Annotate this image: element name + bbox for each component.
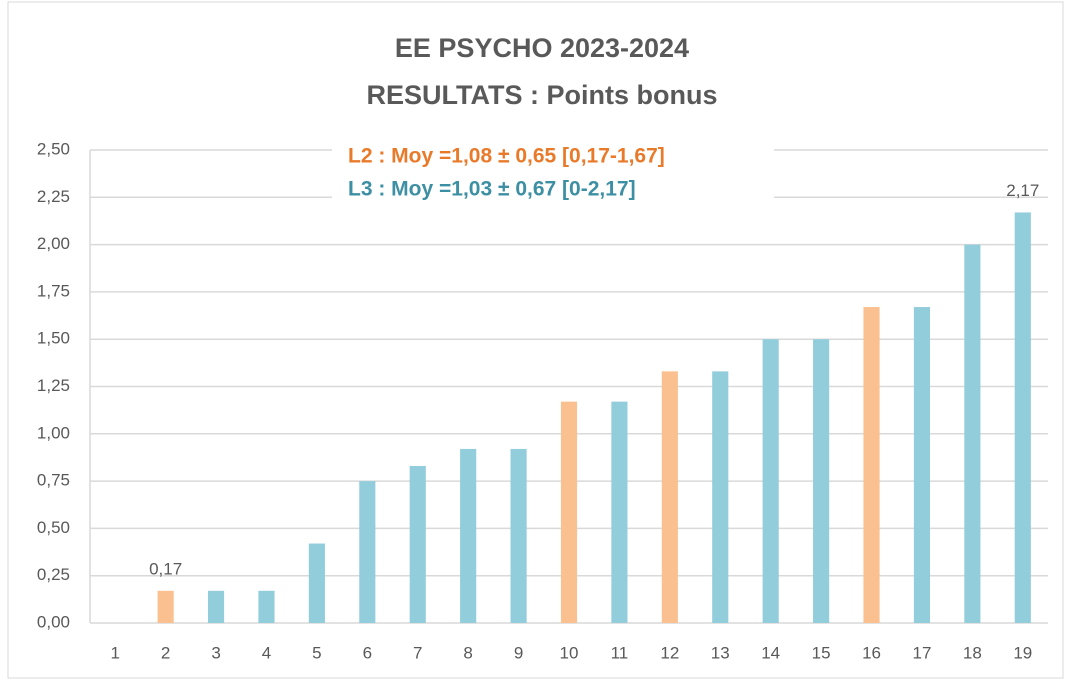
bar [258,590,275,623]
x-tick-label: 9 [514,643,523,662]
x-tick-label: 19 [1013,643,1032,662]
bar [359,481,376,623]
bar [510,448,527,623]
x-tick-label: 4 [262,643,271,662]
y-tick-label: 0,50 [37,518,70,537]
y-tick-label: 2,00 [37,234,70,253]
bar [964,244,981,623]
x-tick-label: 5 [312,643,321,662]
y-tick-label: 2,50 [37,139,70,158]
x-tick-label: 18 [963,643,982,662]
bar [157,590,174,623]
bar [1014,212,1031,623]
x-tick-label: 11 [611,643,629,662]
bar [813,339,830,623]
x-tick-label: 16 [862,643,881,662]
bar [308,543,325,623]
y-tick-label: 0,00 [37,612,70,631]
y-tick-label: 0,25 [37,565,70,584]
x-tick-label: 14 [761,643,780,662]
x-tick-label: 6 [363,643,372,662]
bar [207,590,225,623]
data-label: 2,17 [1006,181,1039,200]
bar [913,307,931,623]
chart-title: RESULTATS : Points bonus [367,80,718,110]
bar [409,465,426,623]
bar [863,307,880,623]
annotation: L3 : Moy =1,03 ± 0,67 [0-2,17] [348,178,636,201]
chart-border [7,1,1064,679]
x-tick-label: 2 [161,643,170,662]
bar [460,448,477,623]
x-tick-label: 13 [711,643,730,662]
x-tick-label: 3 [211,643,220,662]
y-tick-label: 0,75 [37,471,70,490]
x-tick-label: 15 [812,643,831,662]
x-tick-label: 8 [463,643,472,662]
bar [611,401,628,623]
annotation: L2 : Moy =1,08 ± 0,65 [0,17-1,67] [348,145,665,168]
y-tick-label: 2,25 [37,187,70,206]
y-tick-label: 1,00 [37,423,70,442]
x-tick-label: 17 [912,643,931,662]
bar [661,371,678,623]
x-tick-label: 1 [110,643,119,662]
y-tick-label: 1,50 [37,329,70,348]
annotation-box [332,138,774,208]
x-tick-label: 10 [560,643,579,662]
chart-title: EE PSYCHO 2023-2024 [395,33,689,63]
bar [762,339,779,623]
y-tick-label: 1,25 [37,376,70,395]
bar [712,371,729,623]
bar [560,401,578,623]
x-tick-label: 12 [660,643,679,662]
x-tick-label: 7 [413,643,422,662]
data-label: 0,17 [149,559,182,578]
y-tick-label: 1,75 [37,281,70,300]
